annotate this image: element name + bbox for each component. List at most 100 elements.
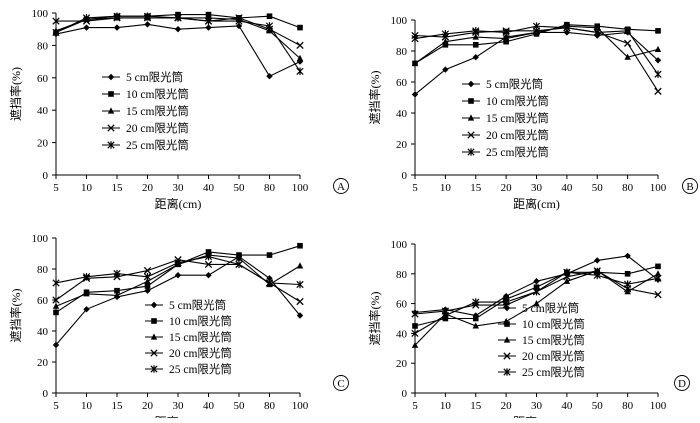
x-tick-label: 5: [412, 400, 418, 412]
y-tick-label: 100: [32, 233, 49, 245]
legend-label: 10 cm限光筒: [522, 317, 585, 331]
x-tick-label: 80: [622, 182, 634, 194]
data-point: [204, 260, 213, 269]
data-point: [296, 280, 304, 289]
data-point: [654, 57, 662, 64]
data-point: [114, 287, 120, 294]
data-point: [472, 322, 479, 329]
x-tick-label: 40: [203, 182, 215, 194]
data-point: [296, 41, 304, 50]
data-point: [297, 242, 303, 249]
data-point: [593, 271, 601, 280]
data-point: [266, 13, 273, 20]
data-point: [143, 12, 152, 21]
data-point: [654, 274, 662, 283]
legend-marker: [107, 141, 115, 149]
legend-marker: [107, 73, 115, 81]
data-point: [144, 21, 151, 28]
x-axis-title: 距离(cm): [513, 414, 560, 418]
data-point: [502, 28, 510, 37]
data-point: [624, 288, 631, 295]
data-point: [563, 277, 571, 284]
data-point: [654, 270, 662, 277]
x-tick-label: 5: [53, 400, 59, 412]
x-tick-label: 80: [622, 400, 634, 412]
data-point: [296, 67, 304, 76]
data-point: [83, 24, 90, 31]
x-tick-label: 100: [292, 400, 309, 412]
data-point: [624, 53, 631, 60]
x-tick-label: 15: [112, 400, 124, 412]
data-point: [53, 309, 59, 316]
legend-label: 10 cm限光筒: [486, 94, 549, 108]
data-point: [113, 24, 121, 31]
panel-label: A: [337, 181, 345, 193]
data-point: [411, 34, 419, 43]
panel-label-circle: [674, 375, 690, 391]
data-point: [144, 287, 151, 294]
data-point: [533, 278, 540, 285]
x-tick-label: 40: [561, 400, 573, 412]
x-axis-title: 距离(cm): [155, 196, 202, 211]
data-point: [266, 252, 273, 258]
y-tick-label: 80: [396, 269, 408, 281]
legend-label: 10 cm限光筒: [126, 87, 189, 101]
panel-label: B: [686, 181, 693, 193]
data-point: [533, 300, 540, 307]
x-tick-label: 30: [173, 182, 185, 194]
legend-label: 15 cm限光筒: [169, 330, 232, 344]
y-tick-label: 20: [396, 139, 408, 151]
data-point: [472, 298, 480, 306]
x-tick-label: 40: [203, 400, 215, 412]
data-point: [624, 280, 632, 289]
legend-label: 20 cm限光筒: [126, 121, 189, 135]
data-point: [563, 29, 571, 36]
legend-marker: [503, 304, 511, 312]
legend-marker: [151, 318, 157, 324]
x-tick-label: 100: [650, 182, 667, 194]
data-point: [532, 22, 541, 30]
data-point: [83, 306, 90, 313]
legend-label: 15 cm限光筒: [522, 333, 585, 347]
data-point: [235, 254, 243, 261]
series-line: [414, 265, 659, 327]
legend-marker: [107, 124, 115, 132]
data-point: [113, 291, 121, 298]
data-point: [411, 341, 419, 348]
legend-marker: [150, 301, 158, 309]
data-point: [563, 268, 571, 277]
legend-label: 20 cm限光筒: [522, 349, 585, 363]
data-point: [594, 24, 601, 31]
y-tick-label: 100: [32, 8, 49, 20]
data-point: [52, 279, 60, 287]
y-tick-label: 40: [396, 108, 408, 120]
legend-marker: [467, 80, 475, 88]
data-point: [205, 24, 212, 31]
data-point: [144, 277, 151, 284]
data-point: [441, 311, 449, 320]
y-tick-label: 20: [37, 357, 49, 369]
data-point: [174, 26, 182, 33]
data-point: [594, 257, 601, 264]
y-axis-title: 遮挡率(%): [8, 289, 23, 343]
x-tick-label: 15: [112, 182, 124, 194]
legend-label: 20 cm限光筒: [486, 128, 549, 142]
data-point: [502, 298, 510, 306]
legend-marker: [467, 114, 475, 121]
data-point: [82, 14, 91, 22]
y-axis-title: 遮挡率(%): [8, 67, 23, 121]
data-point: [52, 28, 60, 37]
legend-label: 5 cm限光筒: [169, 298, 226, 312]
data-point: [441, 30, 449, 38]
data-point: [654, 87, 662, 95]
data-point: [624, 271, 631, 277]
data-point: [563, 23, 571, 32]
legend-label: 15 cm限光筒: [486, 111, 549, 125]
data-point: [235, 260, 243, 269]
x-tick-label: 30: [173, 400, 185, 412]
panel-label: C: [337, 378, 344, 390]
legend-marker: [503, 368, 511, 376]
legend-marker: [503, 352, 511, 360]
x-tick-label: 10: [81, 400, 93, 412]
data-point: [52, 17, 60, 25]
